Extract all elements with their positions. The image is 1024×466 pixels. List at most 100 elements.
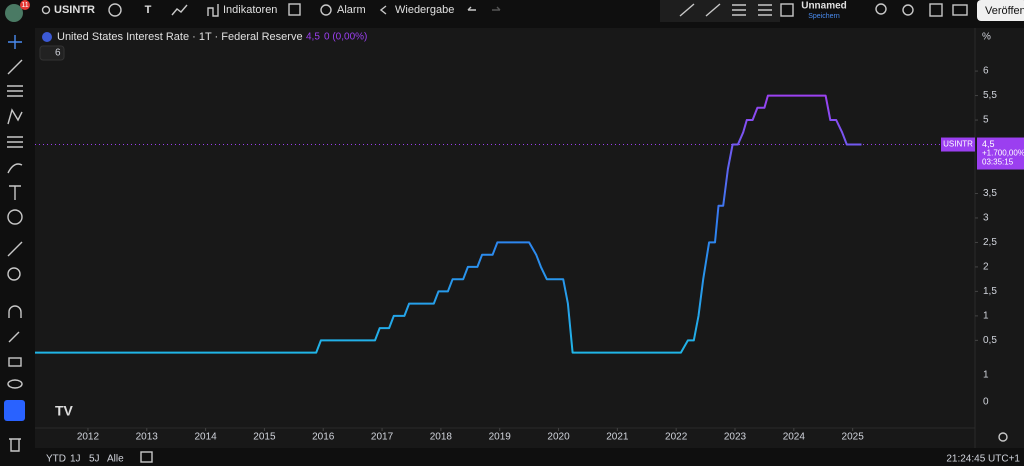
fullscreen[interactable] [929, 3, 943, 17]
replay-icon [379, 5, 387, 15]
y-tick-label: 2,5 [983, 237, 997, 248]
y-tick-label: 1 [983, 311, 989, 322]
y-tick-label: 1,5 [983, 286, 997, 297]
line-tool[interactable] [7, 59, 23, 75]
price-tag [977, 137, 1024, 170]
legend-change: 0 (0,00%) [324, 32, 367, 43]
series-legend: United States Interest Rate · 1T · Feder… [57, 31, 303, 43]
price-tag-change: +1.700,00% [982, 149, 1024, 158]
price-tag-countdown: 03:35:15 [982, 158, 1014, 167]
quick-search[interactable] [875, 3, 887, 15]
x-tick-label: 2017 [371, 432, 394, 443]
drawing-toolbar [660, 0, 780, 22]
measure-tool[interactable] [7, 241, 23, 257]
indicator-count[interactable]: 6 [55, 48, 61, 59]
x-tick-label: 2019 [489, 432, 512, 443]
add-symbol[interactable] [108, 3, 122, 17]
range-button[interactable]: 1J [70, 454, 81, 465]
publish-button-bg[interactable] [977, 0, 1024, 21]
chart-area [35, 28, 975, 428]
badge [20, 0, 30, 10]
x-tick-label: 2021 [606, 432, 629, 443]
price-tag-value: 4,5 [982, 139, 995, 149]
badge-count: 11 [21, 2, 28, 9]
chart-type[interactable] [171, 4, 188, 16]
time-axis [35, 428, 1024, 448]
x-tick-label: 2014 [194, 432, 217, 443]
trend-line-tool[interactable] [679, 3, 695, 17]
templates[interactable] [288, 3, 301, 16]
x-tick-label: 2016 [312, 432, 335, 443]
price-axis [975, 28, 1024, 428]
flag-icon [42, 32, 52, 42]
draw-mode[interactable] [8, 331, 20, 343]
y-tick-label: 3 [983, 213, 989, 224]
tv-logo: TV [55, 403, 74, 419]
lower-axis-label: 1 [983, 370, 989, 381]
zoom-tool[interactable] [7, 267, 21, 281]
text-tool[interactable] [9, 185, 21, 200]
publish-button[interactable]: Veröffentl [985, 5, 1024, 17]
replay-button[interactable]: Wiedergabe [395, 4, 454, 16]
magnet-tool[interactable] [8, 305, 22, 318]
indicators-icon [207, 4, 219, 17]
lower-axis-label: 0 [983, 397, 989, 408]
x-tick-label: 2015 [253, 432, 276, 443]
settings[interactable] [902, 4, 914, 16]
redo[interactable] [492, 6, 501, 11]
range-button[interactable]: Alle [107, 454, 124, 465]
channel-tool[interactable] [758, 4, 772, 16]
layout-name[interactable]: Unnamed [801, 1, 847, 12]
y-tick-label: 6 [983, 66, 989, 77]
icon-tool[interactable] [7, 209, 23, 225]
x-tick-label: 2018 [430, 432, 453, 443]
projection-tool[interactable] [7, 136, 23, 148]
date-range-icon[interactable] [140, 451, 153, 463]
interval[interactable]: T [145, 4, 152, 16]
left-toolbar [4, 35, 25, 452]
y-tick-label: 0,5 [983, 335, 997, 346]
symbol-tag-text: USINTR [943, 140, 973, 149]
x-tick-label: 2024 [783, 432, 806, 443]
alarm-icon [320, 4, 332, 16]
sync-tool[interactable] [4, 400, 25, 421]
visibility-tool[interactable] [7, 379, 23, 389]
clock: 21:24:45 UTC+1 [946, 454, 1020, 465]
y-tick-label: 5,5 [983, 90, 997, 101]
crosshair-tool[interactable] [8, 35, 22, 49]
y-tick-label: 3,5 [983, 188, 997, 199]
axis-settings[interactable] [998, 432, 1008, 442]
indicator-toggle[interactable] [39, 45, 65, 61]
delete-tool[interactable] [9, 438, 21, 452]
lock-tool[interactable] [8, 357, 22, 367]
x-tick-label: 2023 [724, 432, 747, 443]
x-tick-label: 2020 [547, 432, 570, 443]
range-button[interactable]: YTD [46, 454, 66, 465]
undo[interactable] [467, 6, 476, 11]
symbol-tag [941, 137, 975, 152]
fib-tool[interactable] [732, 4, 746, 16]
range-bar: YTD 1J 5J Alle [46, 454, 124, 465]
indicators-button[interactable]: Indikatoren [223, 4, 277, 16]
pattern-tool[interactable] [7, 108, 23, 125]
y-tick-label: 5 [983, 115, 989, 126]
brush-tool[interactable] [7, 163, 23, 174]
ray-tool[interactable] [705, 3, 721, 17]
layout-icon[interactable] [780, 3, 794, 17]
x-tick-label: 2013 [136, 432, 159, 443]
scale-mode[interactable]: % [982, 32, 991, 43]
x-tick-label: 2012 [77, 432, 100, 443]
save-button[interactable]: Speichern [808, 13, 840, 20]
alarm-button[interactable]: Alarm [337, 4, 366, 16]
avatar[interactable] [5, 4, 23, 22]
range-button[interactable]: 5J [89, 454, 100, 465]
snapshot[interactable] [952, 4, 968, 16]
legend-value: 4,5 [306, 32, 320, 43]
x-tick-label: 2022 [665, 432, 688, 443]
y-tick-label: 2 [983, 262, 989, 273]
search-icon [41, 5, 51, 15]
fib-tool[interactable] [7, 85, 23, 97]
symbol-search[interactable]: USINTR [54, 4, 95, 16]
